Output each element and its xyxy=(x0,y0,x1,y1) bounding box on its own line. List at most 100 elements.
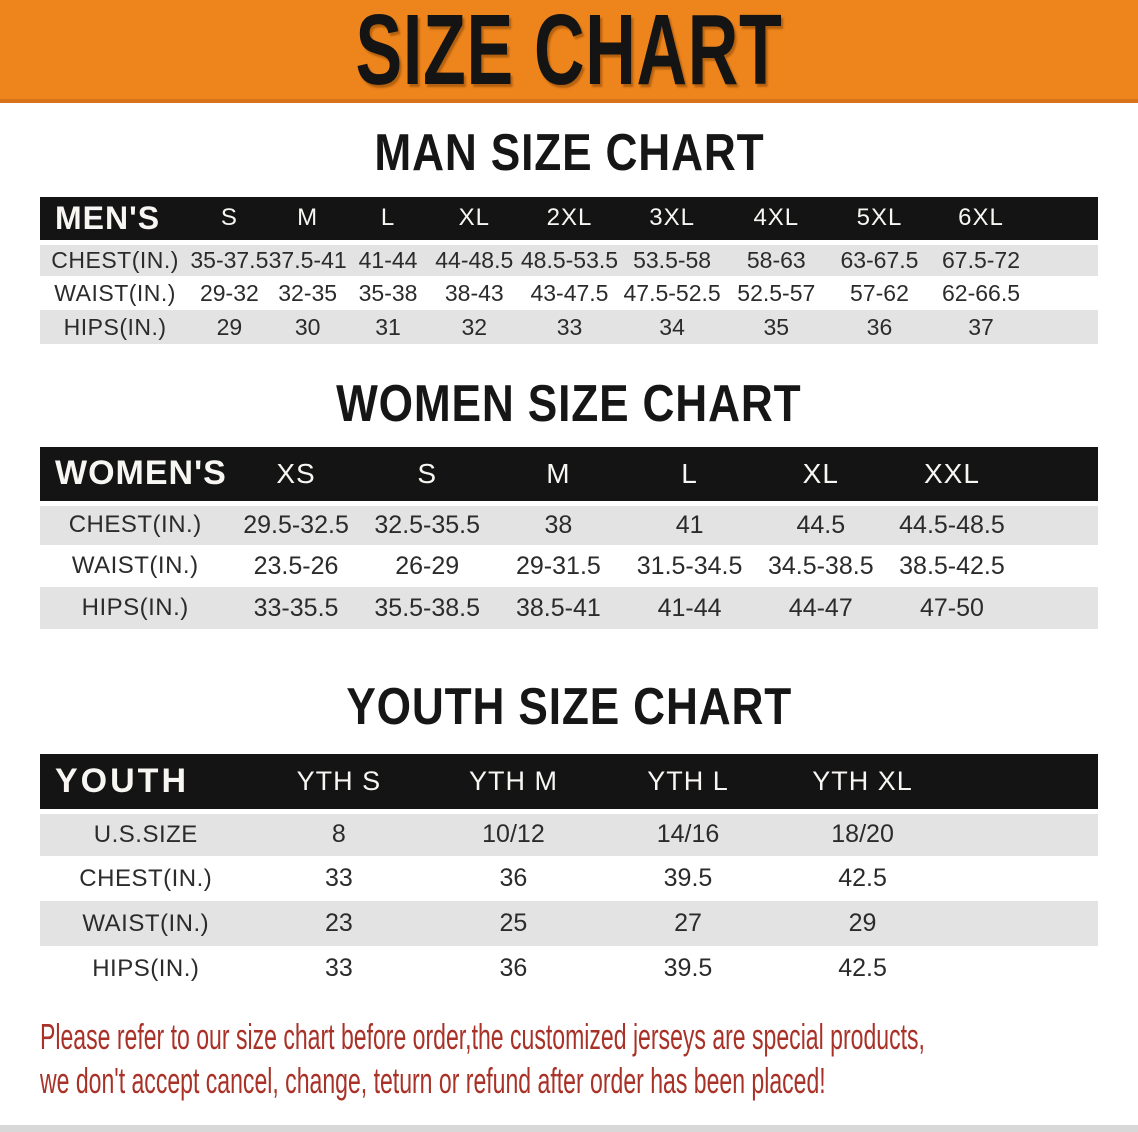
size-cell: 36 xyxy=(866,313,893,340)
row-label: CHEST(IN.) xyxy=(51,246,179,273)
size-cell: 29.5-32.5 xyxy=(243,510,349,539)
size-cell: 23.5-26 xyxy=(253,551,339,580)
row-label: WAIST(IN.) xyxy=(54,279,176,306)
spacer-cell xyxy=(1018,503,1098,545)
youth-section-heading: YOUTH SIZE CHART xyxy=(346,678,792,736)
table-row: CHEST(IN.) 33 36 39.5 42.5 xyxy=(40,856,1098,901)
spacer-cell xyxy=(949,754,1098,814)
size-cell: 44.5 xyxy=(796,510,846,539)
size-cell: 38-43 xyxy=(444,279,504,306)
size-column-header: YTH L xyxy=(600,754,776,814)
size-cell: 29-32 xyxy=(199,279,259,306)
size-cell: 35 xyxy=(763,313,790,340)
disclaimer-line-1: Please refer to our size chart before or… xyxy=(40,1016,925,1057)
size-cell: 34 xyxy=(659,313,685,340)
size-cell: 43-47.5 xyxy=(530,279,609,306)
spacer-cell xyxy=(950,811,1098,856)
mens-corner-label: MEN'S xyxy=(40,197,191,245)
spacer-cell xyxy=(950,946,1098,991)
size-cell: 33 xyxy=(324,954,353,982)
table-header-row: MEN'S S M L XL 2XL 3XL 4XL 5XL 6XL xyxy=(40,197,1098,245)
size-cell: 63-67.5 xyxy=(840,246,919,273)
size-cell: 14/16 xyxy=(656,820,720,849)
size-cell: 37.5-41 xyxy=(268,246,347,273)
table-row: CHEST(IN.) 35-37.5 37.5-41 41-44 44-48.5 48.5… xyxy=(40,242,1098,276)
table-row: U.S.SIZE 8 10/12 14/16 18/20 xyxy=(40,811,1098,856)
size-cell: 29 xyxy=(216,313,243,340)
mens-size-table: MEN'S S M L XL 2XL 3XL 4XL 5XL 6XL CHEST(IN.) 35-3… xyxy=(40,197,1098,344)
womens-corner-label: WOMEN'S xyxy=(40,447,231,506)
size-chart-banner: SIZE CHART xyxy=(0,0,1138,103)
youth-corner-label: YOUTH xyxy=(40,754,252,814)
size-cell: 47.5-52.5 xyxy=(623,279,721,306)
size-column-header: 4XL xyxy=(724,197,829,245)
size-cell: 30 xyxy=(294,313,321,340)
size-column-header: YTH M xyxy=(426,754,601,814)
size-cell: 38.5-42.5 xyxy=(899,551,1005,580)
row-label: HIPS(IN.) xyxy=(81,594,189,621)
size-cell: 44-47 xyxy=(788,593,853,622)
size-column-header: YTH XL xyxy=(775,754,950,814)
size-cell: 41-44 xyxy=(657,593,722,622)
spacer-cell xyxy=(1018,587,1098,629)
size-cell: 34.5-38.5 xyxy=(767,551,874,580)
size-cell: 58-63 xyxy=(746,246,806,273)
size-cell: 42.5 xyxy=(838,954,887,982)
size-cell: 32-35 xyxy=(278,279,338,306)
size-column-header: XXL xyxy=(886,447,1018,506)
disclaimer-note: Please refer to our size chart before or… xyxy=(40,1015,1138,1103)
size-cell: 39.5 xyxy=(663,864,713,892)
table-header-row: YOUTH YTH S YTH M YTH L YTH XL xyxy=(40,754,1098,814)
size-cell: 36 xyxy=(499,864,528,892)
table-row: HIPS(IN.) 33-35.5 35.5-38.5 38.5-41 41-44 44-… xyxy=(40,587,1098,629)
size-cell: 35-37.5 xyxy=(190,246,269,273)
size-cell: 39.5 xyxy=(663,954,713,982)
table-row: WAIST(IN.) 29-32 32-35 35-38 38-43 43-47.5 47.… xyxy=(40,276,1098,310)
spacer-cell xyxy=(1017,447,1098,506)
size-cell: 29 xyxy=(848,909,877,937)
size-column-header: S xyxy=(361,447,493,506)
size-cell: 67.5-72 xyxy=(942,246,1021,273)
size-column-header: L xyxy=(624,447,756,506)
size-cell: 44.5-48.5 xyxy=(899,510,1005,539)
row-label: WAIST(IN.) xyxy=(71,552,199,579)
size-cell: 38.5-41 xyxy=(516,593,601,622)
spacer-cell xyxy=(1031,276,1098,310)
size-cell: 31.5-34.5 xyxy=(636,551,743,580)
size-cell: 41 xyxy=(675,510,704,539)
size-column-header: 3XL xyxy=(619,197,725,245)
banner-title: SIZE CHART xyxy=(355,0,783,106)
row-label: CHEST(IN.) xyxy=(79,864,213,892)
women-section-heading: WOMEN SIZE CHART xyxy=(336,375,802,433)
size-cell: 47-50 xyxy=(919,593,984,622)
table-row: WAIST(IN.) 23.5-26 26-29 29-31.5 31.5-34.5 34… xyxy=(40,545,1098,587)
size-cell: 35.5-38.5 xyxy=(374,593,481,622)
table-row: HIPS(IN.) 29 30 31 32 33 34 35 36 37 xyxy=(40,310,1098,344)
size-cell: 8 xyxy=(331,820,346,849)
size-cell: 37 xyxy=(968,313,994,340)
men-section-heading: MAN SIZE CHART xyxy=(373,124,765,182)
table-row: WAIST(IN.) 23 25 27 29 xyxy=(40,901,1098,946)
size-column-header: M xyxy=(268,197,347,245)
table-row: HIPS(IN.) 33 36 39.5 42.5 xyxy=(40,946,1098,991)
size-column-header: XL xyxy=(755,447,887,506)
size-cell: 33 xyxy=(324,864,353,892)
size-column-header: S xyxy=(190,197,269,245)
size-cell: 18/20 xyxy=(831,820,894,849)
size-column-header: YTH S xyxy=(251,754,427,814)
spacer-cell xyxy=(950,856,1098,901)
size-cell: 25 xyxy=(499,909,528,937)
row-label: HIPS(IN.) xyxy=(92,954,200,982)
size-column-header: L xyxy=(346,197,430,245)
spacer-cell xyxy=(1031,242,1098,276)
row-label: WAIST(IN.) xyxy=(82,909,210,937)
size-cell: 27 xyxy=(674,909,702,937)
size-column-header: M xyxy=(492,447,624,506)
row-label: HIPS(IN.) xyxy=(63,313,167,340)
size-cell: 32 xyxy=(461,313,488,340)
size-cell: 36 xyxy=(499,954,528,982)
size-cell: 57-62 xyxy=(850,279,909,306)
spacer-cell xyxy=(1018,545,1098,587)
disclaimer-line-2: we don't accept cancel, change, teturn o… xyxy=(40,1060,826,1101)
size-cell: 62-66.5 xyxy=(942,279,1021,306)
